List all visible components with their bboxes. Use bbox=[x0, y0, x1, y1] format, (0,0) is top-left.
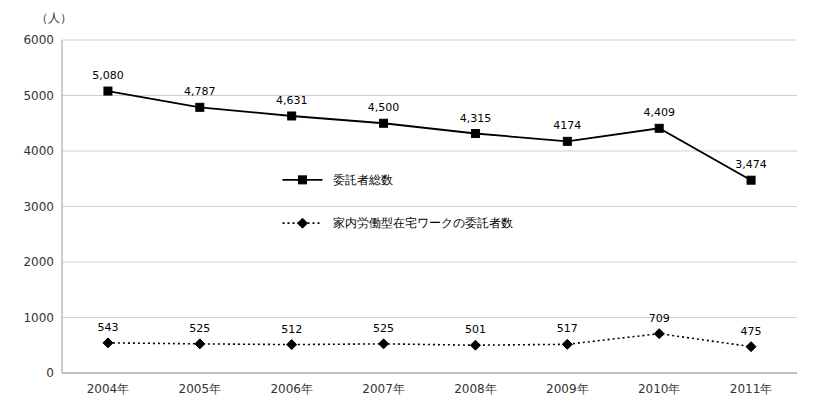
series-marker bbox=[196, 103, 204, 111]
data-label: 501 bbox=[465, 323, 486, 336]
data-label: 4174 bbox=[553, 119, 581, 132]
data-label: 543 bbox=[97, 321, 118, 334]
y-tick-label: 0 bbox=[46, 366, 54, 380]
series-marker bbox=[103, 338, 113, 348]
y-axis-label: （人） bbox=[36, 11, 72, 25]
data-label: 512 bbox=[281, 323, 302, 336]
series-marker bbox=[195, 339, 205, 349]
x-tick-label: 2009年 bbox=[546, 382, 589, 396]
grid-line bbox=[62, 95, 797, 96]
y-tick-label: 6000 bbox=[23, 33, 54, 47]
series-marker bbox=[470, 340, 480, 350]
grid-line bbox=[62, 40, 797, 41]
data-label: 475 bbox=[741, 325, 762, 338]
x-tick-label: 2008年 bbox=[454, 382, 497, 396]
data-label: 5,080 bbox=[92, 69, 124, 82]
data-label: 4,787 bbox=[184, 85, 216, 98]
legend-marker bbox=[298, 218, 308, 228]
x-tick-label: 2004年 bbox=[87, 382, 130, 396]
series-marker bbox=[747, 176, 755, 184]
series-marker bbox=[104, 87, 112, 95]
data-labels: 5,080 4,787 4,631 4,500 4,315 4174 4,409 3,474 5… bbox=[92, 69, 767, 338]
x-axis bbox=[62, 373, 797, 374]
grid-line bbox=[62, 317, 797, 318]
y-tick-label: 1000 bbox=[23, 311, 54, 325]
series-marker bbox=[654, 329, 664, 339]
legend: 委託者総数家内労働型在宅ワークの委託者数 bbox=[283, 173, 513, 230]
series-marker bbox=[380, 119, 388, 127]
legend-label: 家内労働型在宅ワークの委託者数 bbox=[333, 216, 513, 230]
grid-line bbox=[62, 206, 797, 207]
data-label: 525 bbox=[373, 322, 394, 335]
series-marker bbox=[287, 340, 297, 350]
series-marker bbox=[562, 339, 572, 349]
series-marker bbox=[746, 342, 756, 352]
data-label: 709 bbox=[649, 312, 670, 325]
chart-svg: 0 1000 2000 3000 4000 5000 6000 2004年 2005年 2006年… bbox=[0, 0, 819, 409]
plot-area bbox=[103, 87, 756, 352]
data-label: 4,409 bbox=[643, 106, 675, 119]
y-tick-label: 2000 bbox=[23, 255, 54, 269]
grid bbox=[62, 40, 797, 373]
data-label: 3,474 bbox=[735, 158, 767, 171]
data-label: 517 bbox=[557, 322, 578, 335]
series-marker bbox=[288, 112, 296, 120]
y-tick-label: 3000 bbox=[23, 200, 54, 214]
data-label: 525 bbox=[189, 322, 210, 335]
data-label: 4,500 bbox=[368, 101, 400, 114]
x-tick-label: 2005年 bbox=[179, 382, 222, 396]
grid-line bbox=[62, 262, 797, 263]
data-label: 4,631 bbox=[276, 94, 308, 107]
y-tick-label: 4000 bbox=[23, 144, 54, 158]
data-label: 4,315 bbox=[460, 112, 492, 125]
x-tick-label: 2007年 bbox=[362, 382, 405, 396]
legend-label: 委託者総数 bbox=[333, 173, 393, 187]
series-marker bbox=[563, 137, 571, 145]
series-marker bbox=[379, 339, 389, 349]
legend-marker bbox=[299, 176, 307, 184]
chart-container: 0 1000 2000 3000 4000 5000 6000 2004年 2005年 2006年… bbox=[0, 0, 819, 409]
series-marker bbox=[655, 124, 663, 132]
y-tick-label: 5000 bbox=[23, 89, 54, 103]
x-tick-label: 2006年 bbox=[270, 382, 313, 396]
series-line bbox=[108, 91, 751, 180]
x-tick-label: 2011年 bbox=[730, 382, 773, 396]
series-marker bbox=[471, 130, 479, 138]
grid-line bbox=[62, 151, 797, 152]
y-axis bbox=[62, 40, 63, 373]
grid-line bbox=[62, 373, 797, 374]
x-tick-label: 2010年 bbox=[638, 382, 681, 396]
